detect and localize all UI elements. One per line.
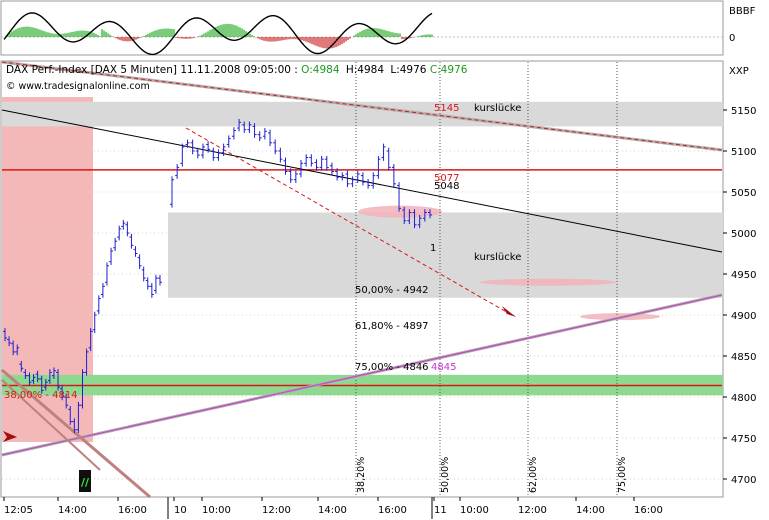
price-axis: 4700 4750 4800 4850 4900 4950 5000 5050 5100 5150: [723, 106, 756, 486]
y-tick-label: 4750: [731, 434, 756, 445]
time-fib-label: 75,00%: [617, 457, 628, 493]
chart-header: DAX Perf.-Index [DAX 5 Minuten] 11.11.20…: [6, 64, 749, 92]
ohlc-close: C:4976: [430, 64, 468, 76]
ohlc-high: H:4984: [346, 64, 384, 76]
gap-band-lower: [168, 212, 723, 298]
trendline-falling: [1, 379, 101, 471]
level-label: 5048: [434, 181, 459, 192]
scale-label: XXP: [729, 66, 749, 77]
highlight-ellipse: [480, 278, 616, 286]
marker-glyph: //: [81, 476, 90, 489]
level-label: 38,00% - 4814: [4, 390, 78, 401]
y-tick-label: 5150: [731, 106, 756, 117]
time-fib-label: 62,00%: [528, 457, 539, 493]
x-tick-label: 10:00: [460, 505, 489, 516]
x-tick-label: 14:00: [576, 505, 605, 516]
projection-line: [185, 127, 511, 315]
y-tick-label: 5050: [731, 188, 756, 199]
time-axis: 12:05 14:00 16:00 10 10:00 12:00 14:00 16:00 11 1…: [3, 497, 663, 519]
trendline-rising-magenta: [1, 294, 723, 456]
y-tick-label: 4700: [731, 475, 756, 486]
oscillator-line: [3, 12, 433, 56]
x-tick-label: 10:00: [202, 505, 231, 516]
y-tick-label: 5100: [731, 147, 756, 158]
indicator-panel: BBBF 0: [0, 0, 756, 56]
y-tick-label: 4950: [731, 270, 756, 281]
x-tick-label: 16:00: [378, 505, 407, 516]
time-fib-label: 50,00%: [440, 457, 451, 493]
level-label: 50,00% - 4942: [355, 285, 429, 296]
arrow-left-icon: [3, 431, 17, 442]
level-label: 5077: [434, 173, 459, 184]
trendline-upper-dash: [1, 61, 723, 151]
gap-label-lower: kurslücke: [474, 252, 521, 263]
level-label: 61,80% - 4897: [355, 321, 429, 332]
x-tick-label: 16:00: [634, 505, 663, 516]
x-tick-label: 16:00: [118, 505, 147, 516]
highlight-ellipse: [358, 205, 442, 218]
volume-marker: [79, 470, 91, 492]
indicator-label-zero: 0: [729, 33, 735, 44]
x-tick-label: 14:00: [58, 505, 87, 516]
indicator-label-top: BBBF: [729, 6, 756, 17]
trendline-falling: [1, 368, 151, 499]
time-fib-label: 38,20%: [356, 457, 367, 493]
y-tick-label: 4900: [731, 311, 756, 322]
y-tick-label: 5000: [731, 229, 756, 240]
x-tick-label: 14:00: [318, 505, 347, 516]
ohlc-low: L:4976: [390, 64, 426, 76]
level-label: 5145: [434, 103, 459, 114]
header-title: DAX Perf.-Index [DAX 5 Minuten] 11.11.20…: [6, 64, 298, 76]
wave-marker-label: 1: [430, 243, 436, 254]
x-tick-label: 11: [434, 505, 447, 516]
y-tick-label: 4850: [731, 352, 756, 363]
x-tick-label: 10: [174, 505, 187, 516]
x-tick-label: 12:05: [4, 505, 33, 516]
gap-label-upper: kurslücke: [474, 103, 521, 114]
x-tick-label: 12:00: [518, 505, 547, 516]
source-watermark: © www.tradesignalonline.com: [6, 81, 150, 92]
svg-text:DAX Perf.-Index [DAX 5 Minute: DAX Perf.-Index [DAX 5 Minuten] 11.11.20…: [6, 64, 468, 76]
level-label: 4845: [431, 362, 456, 373]
y-tick-label: 4800: [731, 393, 756, 404]
level-label: 75,00% - 4846: [355, 362, 429, 373]
trendline-black: [1, 109, 723, 253]
x-tick-label: 12:00: [262, 505, 291, 516]
projection-arrow-icon: [498, 306, 516, 317]
ohlc-open: O:4984: [301, 64, 340, 76]
